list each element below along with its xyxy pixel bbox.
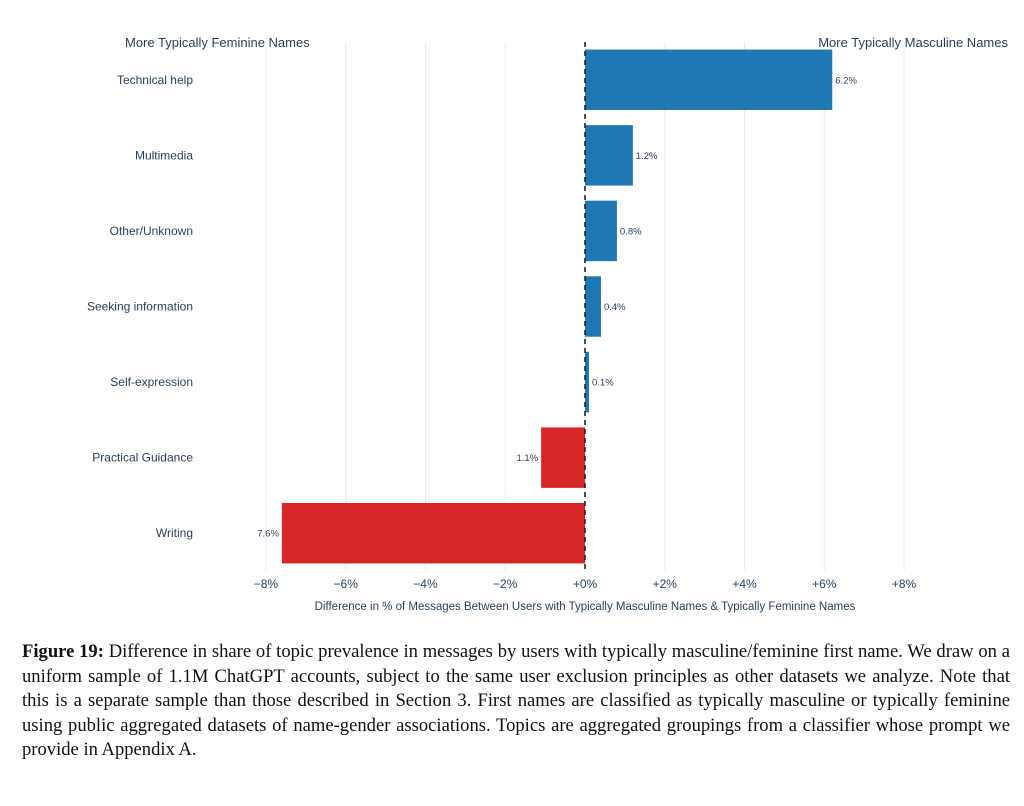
x-tick-label: −6% [334,577,359,591]
value-label: 1.2% [636,151,658,162]
bar [585,49,833,111]
labels: −8% −6% −4% −2% +0% +2% +4% +6% +8% Technical hel… [87,73,917,591]
bar [585,276,601,337]
category-label: Self-expression [110,375,193,389]
caption-label: Figure 19: [22,641,104,662]
left-annotation: More Typically Feminine Names [125,35,310,50]
bars [281,49,833,564]
x-tick-label: +0% [573,577,598,591]
value-label: 0.4% [604,302,626,313]
bar [585,200,617,262]
value-label: 0.1% [592,378,614,389]
bar [585,351,589,413]
value-label: 6.2% [835,75,857,86]
right-annotation: More Typically Masculine Names [818,35,1008,50]
bar-chart: −8% −6% −4% −2% +0% +2% +4% +6% +8% Technical hel… [87,35,1009,613]
x-tick-label: +4% [732,577,757,591]
category-label: Multimedia [135,148,193,162]
x-tick-label: +8% [892,577,917,591]
x-tick-label: +2% [653,577,678,591]
category-label: Technical help [117,73,193,87]
bar [541,427,585,488]
category-label: Seeking information [87,300,193,314]
category-label: Practical Guidance [92,451,193,465]
x-tick-label: +6% [812,577,837,591]
bar [585,125,633,186]
x-tick-label: −8% [254,577,279,591]
gridlines [265,42,905,571]
category-label: Other/Unknown [110,224,193,238]
figure-caption: Figure 19: Difference in share of topic … [22,640,1010,763]
x-tick-label: −2% [493,577,518,591]
category-label: Writing [156,526,193,540]
value-label: 1.1% [516,453,538,464]
x-tick-label: −4% [413,577,438,591]
value-label: 7.6% [257,529,279,540]
x-axis-title: Difference in % of Messages Between User… [315,601,856,613]
bar [281,502,585,564]
caption-text: Difference in share of topic prevalence … [22,641,1010,761]
value-label: 0.8% [620,226,642,237]
